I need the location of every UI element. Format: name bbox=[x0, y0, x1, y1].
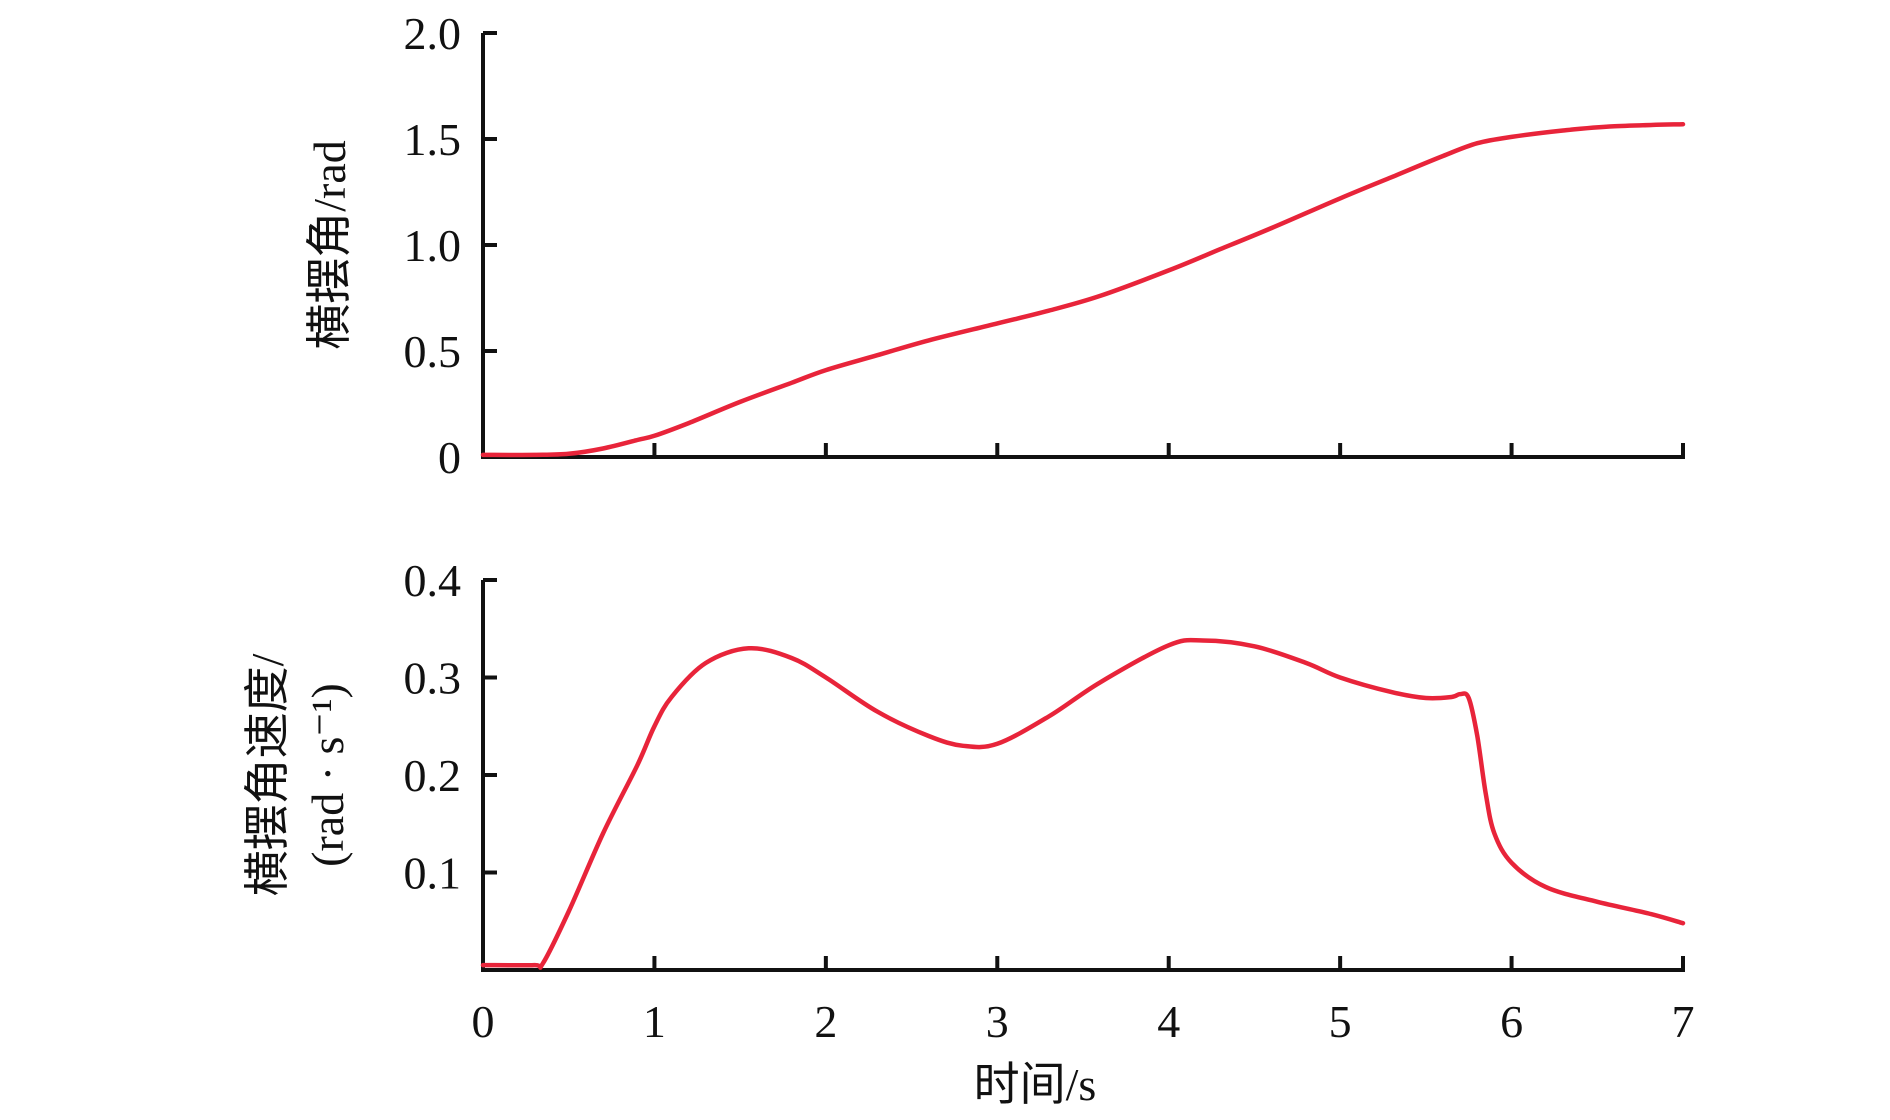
y-tick-label: 0 bbox=[438, 432, 461, 483]
x-tick-label: 6 bbox=[1500, 996, 1523, 1047]
x-tick-label: 5 bbox=[1329, 996, 1352, 1047]
x-tick-label: 4 bbox=[1157, 996, 1180, 1047]
y-axis-title-line: 横摆角/rad bbox=[304, 140, 355, 350]
series-line bbox=[480, 121, 1686, 458]
x-tick-label: 7 bbox=[1672, 996, 1695, 1047]
yaw-rate-panel: 0.1 0.2 0.3 0.4 0 1 2 3 4 5 6 7 横摆角速度/(rad · s⁻¹) bbox=[242, 555, 1695, 1047]
y-tick-label: 2.0 bbox=[404, 8, 462, 59]
x-axis-title: 时间/s bbox=[974, 1059, 1097, 1110]
y-tick-label: 1.0 bbox=[404, 220, 462, 271]
y-tick-label: 1.5 bbox=[404, 114, 462, 165]
y-axis-title-line: 横摆角速度/ bbox=[242, 653, 293, 896]
x-tick-label: 3 bbox=[986, 996, 1009, 1047]
y-tick-label: 0.3 bbox=[404, 653, 462, 704]
x-tick-label: 2 bbox=[814, 996, 837, 1047]
series-line bbox=[480, 637, 1686, 970]
y-axis-title-line: (rad · s⁻¹) bbox=[302, 683, 353, 867]
y-tick-label: 0.5 bbox=[404, 326, 462, 377]
yaw-angle-panel: 0 0.5 1.0 1.5 2.0 横摆角/rad bbox=[304, 8, 1686, 483]
y-tick-label: 0.4 bbox=[404, 555, 462, 606]
x-tick-label: 0 bbox=[472, 996, 495, 1047]
y-tick-label: 0.1 bbox=[404, 848, 462, 899]
x-tick-label: 1 bbox=[643, 996, 666, 1047]
y-tick-label: 0.2 bbox=[404, 750, 462, 801]
